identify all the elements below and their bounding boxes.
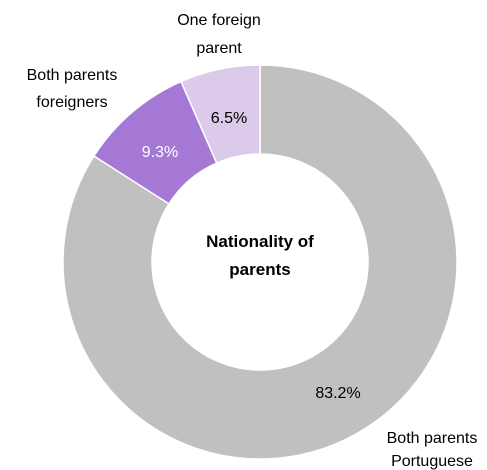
category-label-both-portuguese-line-2: Portuguese xyxy=(391,453,473,470)
category-label-one-foreign-line-2: parent xyxy=(196,40,242,57)
value-label-both-portuguese: 83.2% xyxy=(315,385,360,402)
center-title-line-2: parents xyxy=(229,260,290,279)
category-label-both-foreigners-line-2: foreigners xyxy=(36,94,107,111)
value-label-both-foreigners: 9.3% xyxy=(142,144,178,161)
center-title-line-1: Nationality of xyxy=(206,232,314,251)
value-label-one-foreign: 6.5% xyxy=(211,110,247,127)
category-label-one-foreign-line-1: One foreign xyxy=(177,12,261,29)
category-label-both-portuguese-line-1: Both parents xyxy=(387,430,478,447)
category-label-both-foreigners-line-1: Both parents xyxy=(27,67,118,84)
